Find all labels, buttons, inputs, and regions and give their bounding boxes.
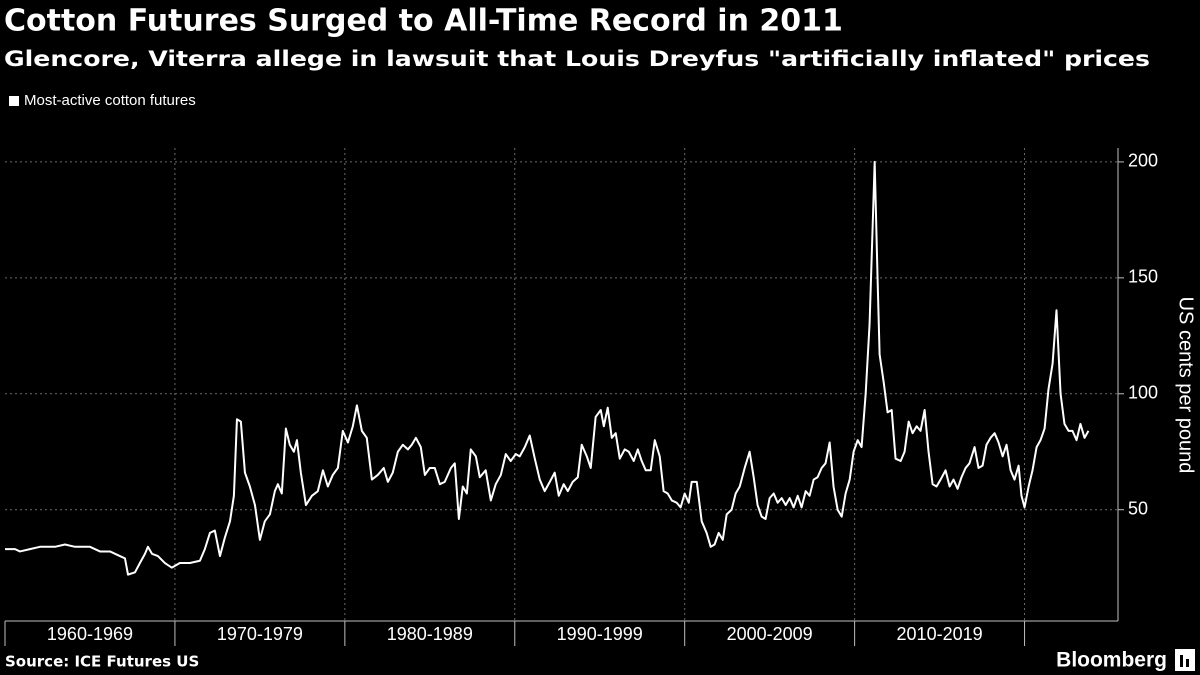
x-tick-label: 2000-2009	[727, 624, 813, 644]
legend-swatch	[9, 96, 19, 106]
chart-subtitle: Glencore, Viterra allege in lawsuit that…	[4, 47, 1150, 71]
legend-label: Most-active cotton futures	[24, 92, 196, 109]
x-tick-label: 1960-1969	[47, 624, 133, 644]
brand-logo	[1175, 649, 1195, 671]
x-tick-label: 1970-1979	[217, 624, 303, 644]
y-tick-label: 150	[1128, 267, 1158, 287]
chart-title: Cotton Futures Surged to All-Time Record…	[4, 4, 843, 39]
x-tick-label: 1990-1999	[557, 624, 643, 644]
brand: Bloomberg	[1056, 649, 1167, 672]
x-tick-label: 2010-2019	[897, 624, 983, 644]
series-line	[5, 160, 1090, 576]
x-tick-label: 1980-1989	[387, 624, 473, 644]
brand-logo-mark	[1186, 659, 1189, 667]
brand-logo-mark	[1180, 655, 1183, 667]
y-tick-label: 100	[1128, 383, 1158, 403]
y-tick-label: 200	[1128, 151, 1158, 171]
y-axis-label: US cents per pound	[1175, 297, 1197, 474]
source: Source: ICE Futures US	[5, 653, 199, 671]
y-tick-label: 50	[1128, 498, 1148, 518]
